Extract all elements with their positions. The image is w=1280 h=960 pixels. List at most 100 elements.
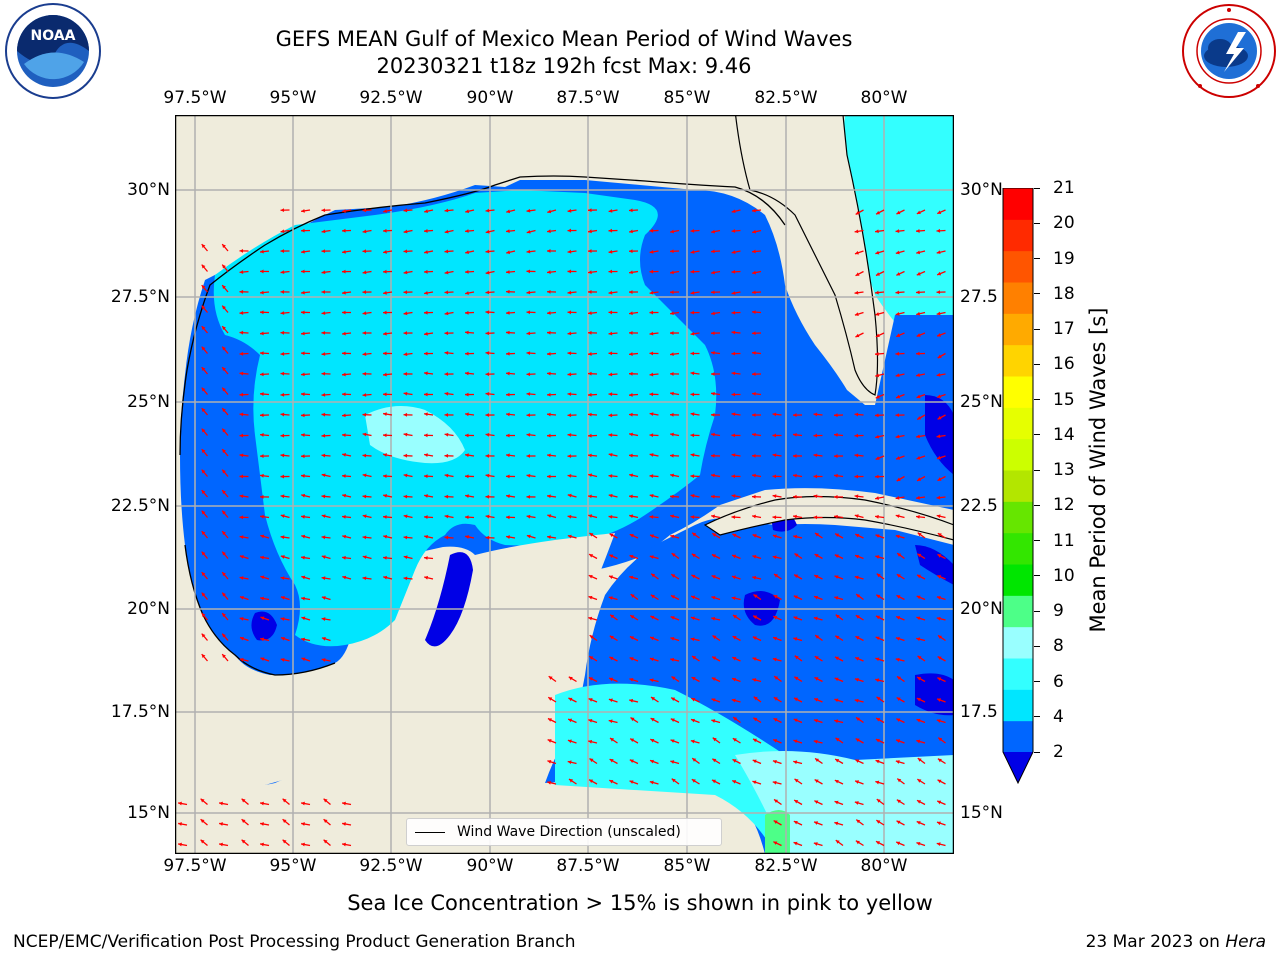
wind-wave-arrowhead bbox=[526, 413, 531, 418]
wind-wave-arrowhead bbox=[239, 515, 244, 520]
wind-wave-arrowhead bbox=[588, 270, 592, 275]
wind-wave-arrowhead bbox=[342, 372, 346, 377]
wind-wave-arrowhead bbox=[875, 496, 879, 500]
wind-wave-arrowhead bbox=[752, 514, 756, 519]
wind-wave-arrowhead bbox=[301, 454, 305, 459]
wind-wave-arrowhead bbox=[201, 244, 206, 249]
wind-wave-arrowhead bbox=[588, 595, 593, 600]
wind-wave-arrowhead bbox=[280, 474, 285, 479]
wind-wave-arrowhead bbox=[321, 473, 326, 478]
wind-wave-arrowhead bbox=[280, 576, 285, 580]
wind-wave-arrowhead bbox=[711, 229, 715, 234]
wind-wave-arrowhead bbox=[201, 428, 206, 433]
wind-wave-arrowhead bbox=[814, 574, 819, 579]
wind-wave-arrowhead bbox=[485, 270, 490, 275]
wind-wave-arrowhead bbox=[321, 290, 326, 294]
lat-tick-right: 17.5 bbox=[960, 702, 998, 722]
wind-wave-arrowhead bbox=[854, 575, 859, 580]
wind-wave-arrowhead bbox=[301, 310, 305, 315]
wind-wave-arrowhead bbox=[772, 515, 777, 520]
wind-wave-arrowhead bbox=[239, 617, 244, 621]
wind-wave-arrowhead bbox=[362, 473, 367, 478]
wind-wave-arrowhead bbox=[711, 494, 715, 499]
wind-wave-arrowhead bbox=[608, 452, 613, 457]
wind-wave-arrowhead bbox=[506, 229, 510, 234]
wind-wave-arrowhead bbox=[424, 474, 428, 479]
lat-tick-right: 27.5 bbox=[960, 287, 998, 307]
colorbar-tick-label: 11 bbox=[1053, 530, 1075, 551]
wind-wave-arrowhead bbox=[649, 412, 654, 416]
florida-land bbox=[734, 115, 954, 396]
wind-wave-arrowhead bbox=[465, 474, 469, 479]
wind-wave-arrowhead bbox=[793, 432, 797, 437]
wind-wave-arrowhead bbox=[424, 250, 428, 254]
wind-wave-arrowhead bbox=[835, 840, 840, 844]
wind-wave-arrowhead bbox=[201, 633, 206, 638]
wind-wave-arrowhead bbox=[793, 697, 798, 702]
wind-wave-arrowhead bbox=[752, 413, 756, 417]
wind-wave-arrowhead bbox=[856, 819, 861, 824]
wind-wave-arrowhead bbox=[608, 433, 613, 438]
wind-wave-arrowhead bbox=[547, 535, 551, 540]
wind-wave-arrowhead bbox=[547, 760, 552, 764]
wind-wave-arrowhead bbox=[711, 372, 715, 376]
colorbar-segment bbox=[1003, 376, 1033, 408]
wind-wave-arrowhead bbox=[896, 333, 901, 337]
wind-wave-arrowhead bbox=[855, 840, 860, 845]
wind-wave-arrowhead bbox=[854, 677, 859, 682]
wind-wave-arrowhead bbox=[589, 554, 594, 558]
wind-wave-arrowhead bbox=[608, 331, 613, 336]
wind-wave-arrowhead bbox=[670, 249, 674, 254]
wind-wave-arrowhead bbox=[506, 209, 511, 214]
dark-blue-patch bbox=[425, 552, 473, 647]
wind-wave-arrowhead bbox=[323, 798, 328, 803]
wind-wave-arrowhead bbox=[260, 310, 264, 315]
wind-wave-arrowhead bbox=[691, 697, 696, 702]
wind-wave-arrowhead bbox=[813, 433, 818, 438]
wind-wave-arrowhead bbox=[222, 428, 226, 433]
wind-wave-arrowhead bbox=[444, 514, 449, 519]
wind-wave-arrowhead bbox=[201, 367, 206, 372]
wind-wave-arrowhead bbox=[219, 842, 223, 847]
wind-wave-arrowhead bbox=[485, 413, 490, 417]
wind-wave-arrowhead bbox=[301, 228, 305, 233]
wind-wave-arrowhead bbox=[222, 633, 226, 638]
wind-wave-arrowhead bbox=[567, 493, 572, 498]
wind-wave-arrowhead bbox=[241, 819, 246, 823]
wind-wave-arrowhead bbox=[670, 311, 674, 316]
wind-wave-arrowhead bbox=[547, 494, 551, 499]
wind-wave-arrowhead bbox=[547, 474, 551, 479]
wind-wave-arrowhead bbox=[834, 413, 838, 418]
wind-wave-arrowhead bbox=[506, 371, 510, 376]
lon-tick-bottom: 87.5°W bbox=[556, 856, 620, 876]
wind-wave-arrowhead bbox=[731, 209, 736, 214]
wind-wave-arrowhead bbox=[321, 453, 326, 458]
wind-wave-arrowhead bbox=[834, 495, 838, 499]
wind-wave-arrowhead bbox=[239, 595, 244, 600]
wind-wave-arrowhead bbox=[936, 719, 941, 723]
wind-wave-arrowhead bbox=[896, 456, 901, 460]
wind-wave-arrowhead bbox=[240, 636, 244, 641]
wind-wave-arrowhead bbox=[465, 412, 469, 417]
wind-wave-arrowhead bbox=[222, 449, 226, 454]
wind-wave-arrowhead bbox=[670, 494, 674, 499]
wind-wave-arrowhead bbox=[444, 249, 449, 254]
wind-wave-arrowhead bbox=[362, 249, 367, 254]
wind-wave-arrowhead bbox=[875, 394, 880, 399]
wind-wave-arrowhead bbox=[383, 433, 387, 438]
cuba-land bbox=[703, 495, 954, 541]
wind-wave-arrowhead bbox=[897, 553, 902, 557]
wind-wave-arrowhead bbox=[201, 531, 206, 536]
wind-wave-arrowhead bbox=[895, 496, 900, 500]
wind-wave-arrowhead bbox=[875, 636, 880, 641]
wind-wave-arrowhead bbox=[362, 453, 367, 458]
wind-wave-arrowhead bbox=[813, 739, 818, 744]
wind-wave-arrowhead bbox=[937, 210, 942, 214]
wind-wave-arrowhead bbox=[280, 514, 285, 518]
wind-wave-arrowhead bbox=[711, 616, 716, 621]
wind-wave-arrowhead bbox=[629, 432, 633, 437]
wind-wave-arrowhead bbox=[691, 779, 696, 783]
wind-wave-arrowhead bbox=[773, 574, 778, 578]
wind-wave-arrowhead bbox=[342, 209, 346, 213]
colorbar-tick-mark bbox=[1034, 575, 1040, 577]
